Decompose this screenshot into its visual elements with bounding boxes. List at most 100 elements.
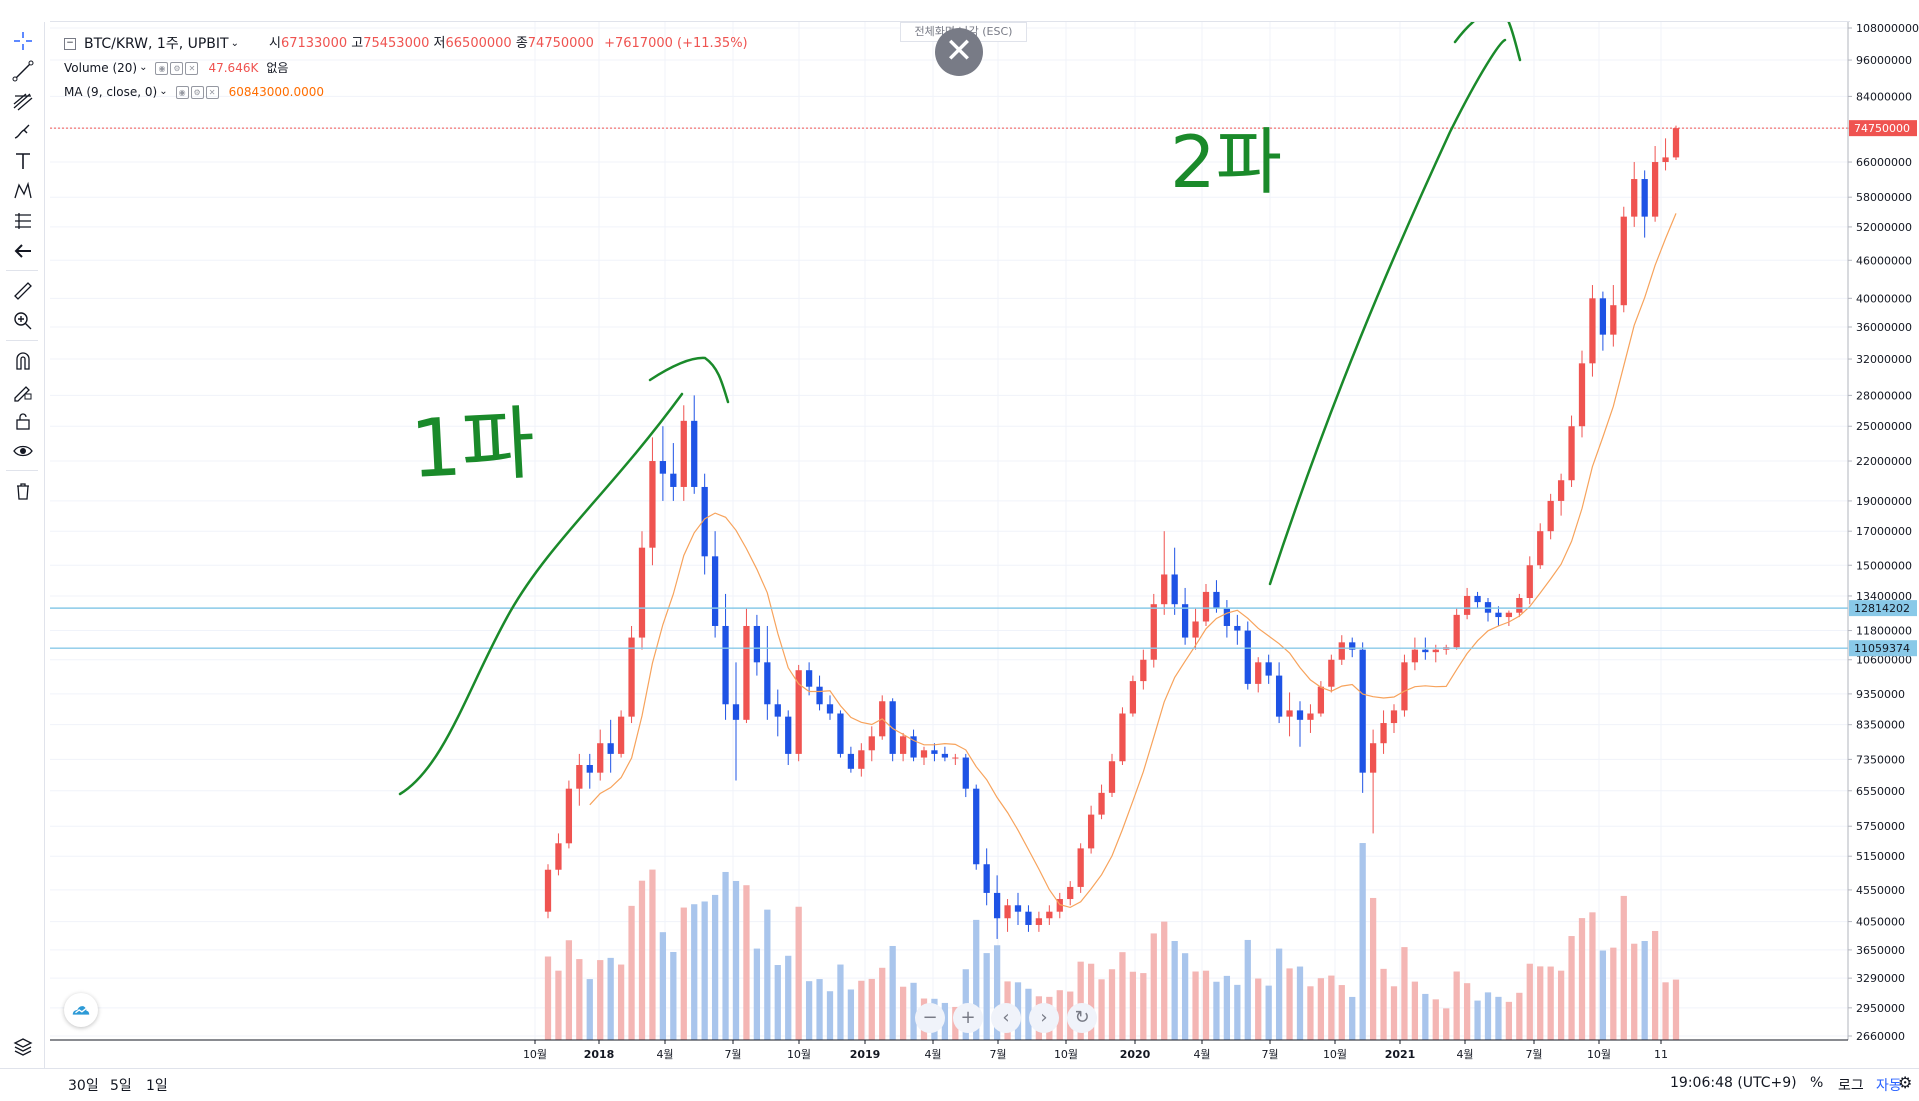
eye-icon[interactable]: ◉: [175, 86, 189, 99]
range-1d-button[interactable]: 1일: [146, 1078, 168, 1094]
volume-bar-98: [1568, 936, 1575, 1040]
symbol-title[interactable]: BTC/KRW, 1주, UPBIT: [84, 36, 229, 52]
clock-display[interactable]: 19:06:48 (UTC+9): [1670, 1075, 1797, 1091]
price-chart[interactable]: 108000000 96000000 84000000 74750000 6600000…: [50, 22, 1919, 1068]
candle-body-31: [868, 736, 875, 751]
eye-icon[interactable]: ◉: [155, 62, 169, 75]
close-icon[interactable]: ✕: [185, 62, 199, 75]
price-tick-label-5: 58000000: [1856, 191, 1912, 204]
volume-bar-8: [628, 905, 635, 1040]
last-price-label: 74750000: [1854, 122, 1910, 135]
zoom-out-button[interactable]: −: [915, 1003, 945, 1033]
candle-body-69: [1265, 662, 1272, 676]
candle-body-54: [1108, 761, 1116, 793]
price-tick-label-10: 32000000: [1856, 353, 1912, 366]
volume-bar-11: [659, 932, 667, 1040]
collapse-icon[interactable]: −: [64, 38, 76, 50]
settings-gear-icon[interactable]: ⚙: [1898, 1073, 1913, 1092]
price-tick-label-24: 5750000: [1856, 820, 1905, 833]
log-scale-button[interactable]: 로그: [1838, 1078, 1864, 1094]
volume-bar-55: [1119, 952, 1126, 1040]
range-5d-button[interactable]: 5일: [110, 1078, 132, 1094]
pattern-icon[interactable]: [10, 178, 36, 204]
zoom-icon[interactable]: [10, 308, 36, 334]
layers-icon[interactable]: [10, 1034, 36, 1060]
price-tick-label-12: 25000000: [1856, 420, 1912, 433]
range-30d-button[interactable]: 30일: [68, 1078, 99, 1094]
volume-bar-79: [1369, 897, 1377, 1040]
volume-bar-22: [774, 965, 781, 1040]
volume-bar-35: [910, 982, 917, 1040]
candle-body-52: [1087, 814, 1095, 849]
candle-body-79: [1369, 743, 1377, 773]
ruler-icon[interactable]: [10, 278, 36, 304]
chevron-down-icon[interactable]: ⌄: [230, 38, 239, 49]
candle-body-33: [889, 701, 896, 754]
candle-body-13: [680, 420, 687, 487]
volume-bar-83: [1411, 981, 1419, 1040]
time-tick-label-8: 10월: [1054, 1048, 1078, 1061]
candle-body-93: [1516, 597, 1523, 613]
candle-body-3: [576, 765, 583, 789]
candle-body-72: [1296, 710, 1304, 720]
level1-label: 12814202: [1854, 602, 1910, 615]
candle-body-45: [1014, 905, 1022, 912]
forecast-icon[interactable]: [10, 208, 36, 234]
candle-body-57: [1140, 659, 1147, 682]
zoom-in-button[interactable]: +: [953, 1003, 983, 1033]
time-tick-label-13: 2021: [1385, 1048, 1416, 1061]
time-tick-label-5: 2019: [850, 1048, 881, 1061]
volume-bar-57: [1140, 973, 1147, 1040]
close-icon[interactable]: ✕: [205, 86, 219, 99]
back-arrow-icon[interactable]: [10, 238, 36, 264]
candle-body-14: [691, 420, 698, 487]
lock-drawing-icon[interactable]: [10, 378, 36, 404]
magnet-icon[interactable]: [10, 348, 36, 374]
volume-bar-42: [983, 953, 990, 1040]
volume-bar-88: [1463, 983, 1471, 1040]
trend-line-icon[interactable]: [10, 58, 36, 84]
candle-body-89: [1474, 595, 1481, 603]
time-tick-label-3: 7월: [724, 1048, 741, 1061]
volume-bar-108: [1672, 979, 1680, 1040]
gear-icon[interactable]: ⚙: [190, 86, 204, 99]
price-tick-label-14: 19000000: [1856, 495, 1912, 508]
chevron-down-icon[interactable]: ⌄: [159, 86, 168, 97]
volume-bar-29: [847, 989, 855, 1040]
candle-body-74: [1317, 686, 1325, 714]
scroll-left-button[interactable]: ‹: [991, 1003, 1021, 1033]
volume-bar-51: [1077, 961, 1084, 1040]
ma-indicator-name[interactable]: MA (9, close, 0): [64, 85, 158, 99]
gear-icon[interactable]: ⚙: [170, 62, 184, 75]
crosshair-icon[interactable]: [10, 28, 36, 54]
cloud-logo-icon: [72, 1006, 90, 1015]
candle-body-1: [555, 843, 562, 870]
volume-indicator-name[interactable]: Volume (20): [64, 61, 138, 75]
auto-scale-button[interactable]: 자동: [1876, 1078, 1902, 1094]
tradingview-logo-button[interactable]: [64, 993, 98, 1027]
volume-bar-76: [1338, 985, 1345, 1040]
volume-bar-14: [691, 904, 698, 1040]
price-tick-label-13: 22000000: [1856, 455, 1912, 468]
time-tick-label-12: 10월: [1323, 1048, 1347, 1061]
fib-retracement-icon[interactable]: [10, 88, 36, 114]
eye-icon[interactable]: [10, 438, 36, 464]
unlock-icon[interactable]: [10, 408, 36, 434]
handwritten-wave2-label: 2파: [1170, 120, 1282, 204]
volume-bar-7: [617, 964, 625, 1040]
scroll-right-button[interactable]: ›: [1029, 1003, 1059, 1033]
volume-bar-85: [1432, 999, 1439, 1040]
candle-body-101: [1599, 298, 1607, 335]
volume-bar-5: [597, 960, 604, 1040]
chevron-down-icon[interactable]: ⌄: [139, 62, 148, 73]
volume-bar-75: [1328, 975, 1335, 1040]
time-tick-label-4: 10월: [787, 1048, 811, 1061]
trash-icon[interactable]: [10, 478, 36, 504]
close-fullscreen-button[interactable]: ✕: [935, 28, 983, 76]
text-tool-icon[interactable]: [10, 148, 36, 174]
reset-chart-button[interactable]: ↻: [1067, 1003, 1097, 1033]
brush-icon[interactable]: [10, 118, 36, 144]
volume-bar-46: [1025, 988, 1032, 1040]
percent-scale-button[interactable]: %: [1810, 1075, 1824, 1091]
candle-body-96: [1547, 500, 1554, 532]
